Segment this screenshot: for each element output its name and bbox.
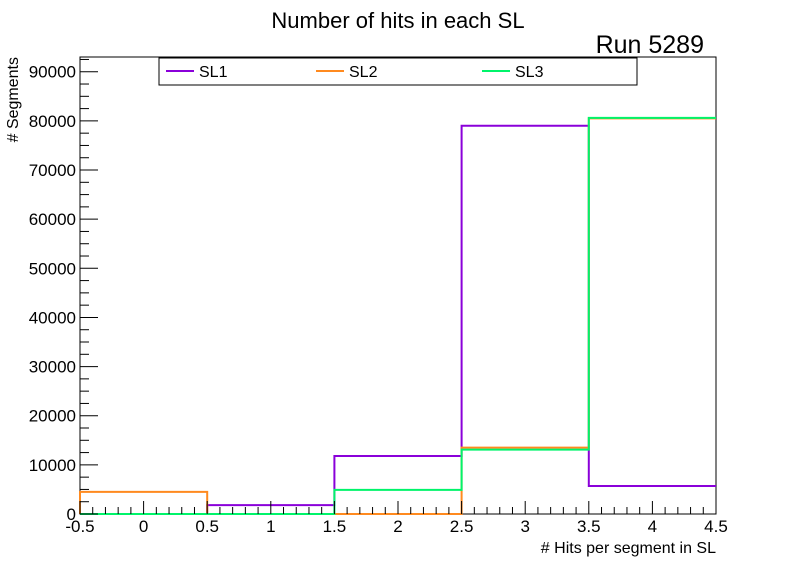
legend-label-sl3: SL3: [515, 64, 544, 81]
legend-label-sl1: SL1: [199, 64, 228, 81]
y-tick-label: 90000: [29, 63, 76, 82]
x-tick-label: 4: [648, 517, 657, 536]
y-axis-title: # Segments: [5, 57, 22, 142]
y-tick-label: 70000: [29, 161, 76, 180]
axis-ticks: -0.5 0 0.5 1 1.5 2 2.5 3 3.5 4 4.50100002000030000…: [29, 58, 728, 536]
x-axis-title: # Hits per segment in SL: [541, 540, 716, 557]
series-sl3: [80, 116, 716, 515]
series-sl2: [79, 117, 716, 515]
y-tick-label: 80000: [29, 112, 76, 131]
x-tick-label: 2: [393, 517, 402, 536]
chart-title: Number of hits in each SL: [271, 8, 524, 33]
y-tick-label: 0: [67, 505, 76, 524]
x-tick-label: -0.5: [65, 517, 94, 536]
legend-label-sl2: SL2: [349, 64, 378, 81]
legend-box: [158, 57, 638, 86]
plot-frame: [79, 56, 717, 515]
y-tick-label: 10000: [29, 456, 76, 475]
x-tick-label: 0.5: [195, 517, 219, 536]
x-tick-label: 0: [139, 517, 148, 536]
series-sl1: [80, 124, 716, 515]
y-tick-label: 30000: [29, 358, 76, 377]
y-tick-label: 40000: [29, 308, 76, 327]
y-tick-label: 20000: [29, 407, 76, 426]
x-tick-label: 1: [266, 517, 275, 536]
x-tick-label: 3: [520, 517, 529, 536]
y-tick-label: 60000: [29, 210, 76, 229]
x-tick-label: 3.5: [577, 517, 601, 536]
legend: SL1 SL2 SL3: [158, 57, 638, 86]
series-layer: [79, 116, 716, 515]
run-label: Run 5289: [596, 31, 704, 59]
x-tick-label: 2.5: [450, 517, 474, 536]
y-tick-label: 50000: [29, 259, 76, 278]
x-tick-label: 4.5: [704, 517, 728, 536]
x-tick-label: 1.5: [323, 517, 347, 536]
